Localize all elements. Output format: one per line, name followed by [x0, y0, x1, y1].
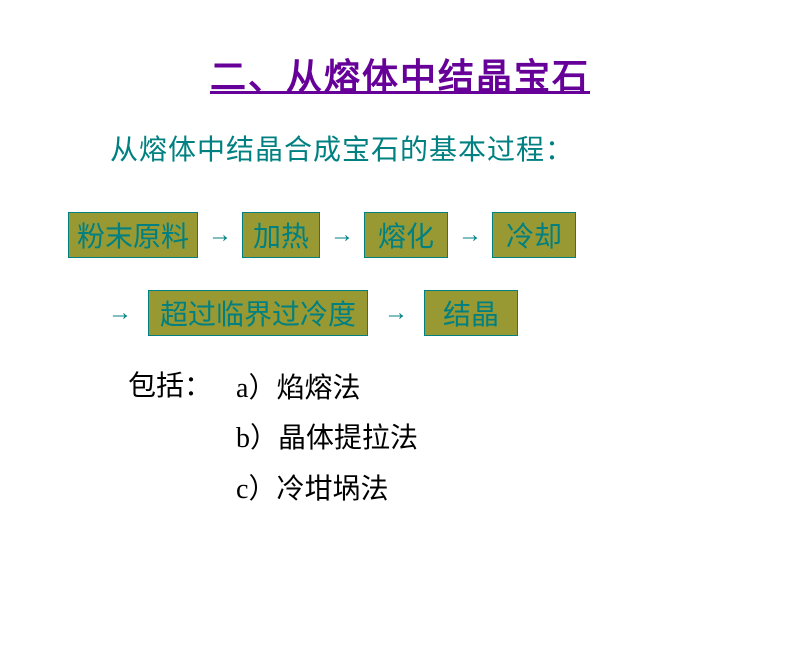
- methods-label: 包括：: [128, 364, 212, 404]
- methods-section: 包括： a）焰熔法b）晶体提拉法c）冷坩埚法: [128, 364, 800, 515]
- method-item: c）冷坩埚法: [236, 465, 418, 515]
- arrow-icon: →: [330, 222, 354, 249]
- flow-box: 结晶: [424, 290, 518, 336]
- flow-box: 超过临界过冷度: [148, 290, 368, 336]
- slide-title: 二、从熔体中结晶宝石: [0, 48, 800, 100]
- methods-list: a）焰熔法b）晶体提拉法c）冷坩埚法: [236, 364, 418, 515]
- flow-box: 冷却: [492, 212, 576, 258]
- method-item: a）焰熔法: [236, 364, 418, 414]
- method-item: b）晶体提拉法: [236, 414, 418, 464]
- slide-subtitle: 从熔体中结晶合成宝石的基本过程：: [110, 128, 800, 168]
- flow-row-1: 粉末原料 → 加热 → 熔化 → 冷却: [68, 212, 800, 258]
- arrow-icon: →: [384, 300, 408, 327]
- arrow-icon: →: [458, 222, 482, 249]
- flow-box: 粉末原料: [68, 212, 198, 258]
- arrow-icon: →: [208, 222, 232, 249]
- flow-box: 熔化: [364, 212, 448, 258]
- flow-row-2: → 超过临界过冷度 → 结晶: [108, 290, 800, 336]
- arrow-icon: →: [108, 300, 132, 327]
- flow-box: 加热: [242, 212, 320, 258]
